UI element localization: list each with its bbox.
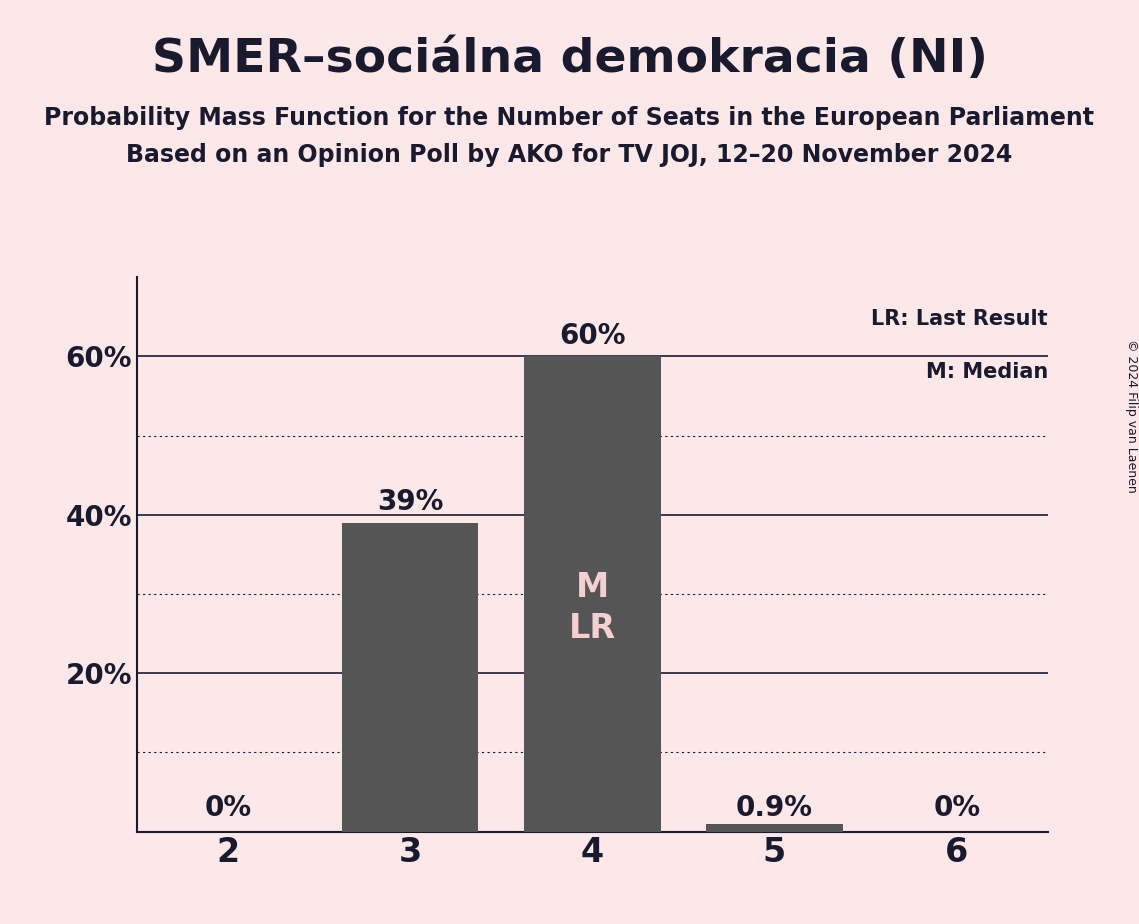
Bar [342,523,478,832]
Bar [706,824,843,832]
Text: 0%: 0% [204,794,252,822]
Text: 60%: 60% [559,322,625,350]
Text: 39%: 39% [377,489,443,517]
Text: 0.9%: 0.9% [736,794,813,822]
Text: M
LR: M LR [568,571,616,645]
Text: LR: Last Result: LR: Last Result [871,309,1048,329]
Text: 0%: 0% [933,794,981,822]
Bar [524,357,661,832]
Text: © 2024 Filip van Laenen: © 2024 Filip van Laenen [1124,339,1138,492]
Text: SMER–sociálna demokracia (NI): SMER–sociálna demokracia (NI) [151,37,988,82]
Text: M: Median: M: Median [926,362,1048,382]
Text: Based on an Opinion Poll by AKO for TV JOJ, 12–20 November 2024: Based on an Opinion Poll by AKO for TV J… [126,143,1013,167]
Text: Probability Mass Function for the Number of Seats in the European Parliament: Probability Mass Function for the Number… [44,106,1095,130]
